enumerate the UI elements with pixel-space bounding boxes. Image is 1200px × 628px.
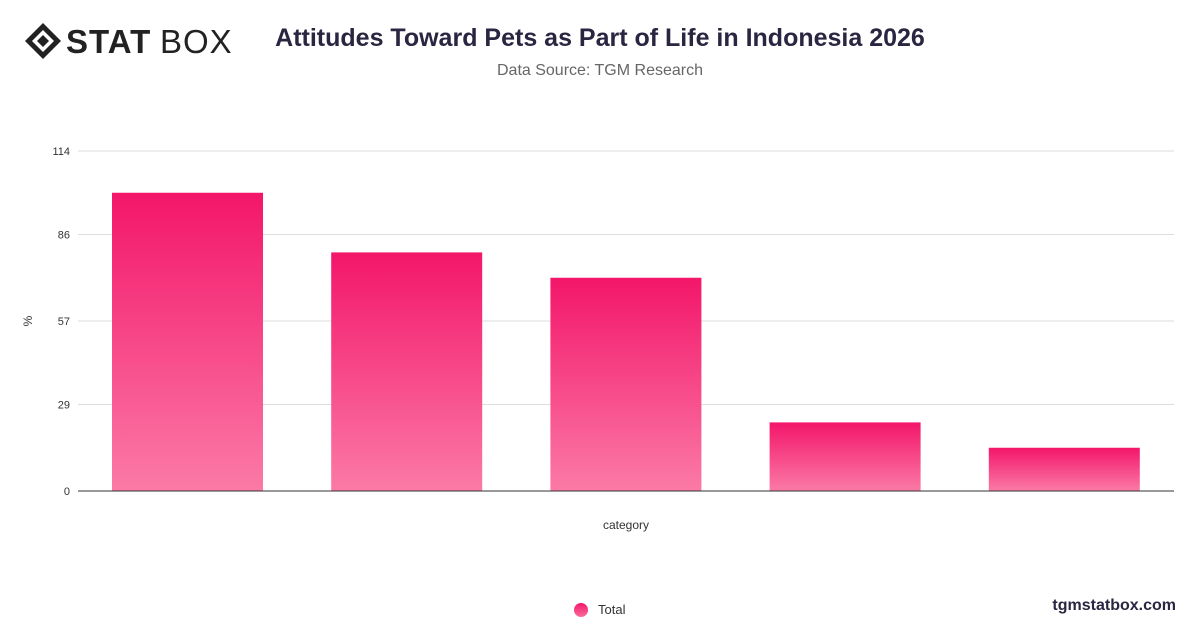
logo-text-box: BOX xyxy=(160,23,233,60)
x-axis-title: category xyxy=(603,518,649,532)
chart-title: Attitudes Toward Pets as Part of Life in… xyxy=(275,24,925,52)
bar[interactable] xyxy=(988,447,1140,491)
site-watermark: tgmstatbox.com xyxy=(1052,597,1176,614)
bars xyxy=(112,192,1140,491)
chart-subtitle: Data Source: TGM Research xyxy=(496,62,703,79)
logo-diamond-icon xyxy=(25,23,61,59)
y-tick-label: 114 xyxy=(52,146,70,158)
legend[interactable]: Total xyxy=(574,602,625,617)
y-axis-title: % xyxy=(21,315,35,326)
statbox-logo: STAT BOX xyxy=(25,23,233,60)
logo-text-stat: STAT xyxy=(66,23,151,60)
y-tick-label: 86 xyxy=(58,230,70,242)
y-tick-label: 29 xyxy=(58,400,70,412)
bar[interactable] xyxy=(550,277,702,491)
y-tick-label: 0 xyxy=(64,486,70,498)
bar[interactable] xyxy=(769,422,921,491)
bar[interactable] xyxy=(112,192,263,491)
bar[interactable] xyxy=(331,252,483,491)
y-axis-ticks: 0 29 57 86 114 xyxy=(52,146,70,498)
legend-swatch-icon xyxy=(574,602,588,617)
legend-label-total: Total xyxy=(598,602,626,617)
y-tick-label: 57 xyxy=(58,316,70,328)
